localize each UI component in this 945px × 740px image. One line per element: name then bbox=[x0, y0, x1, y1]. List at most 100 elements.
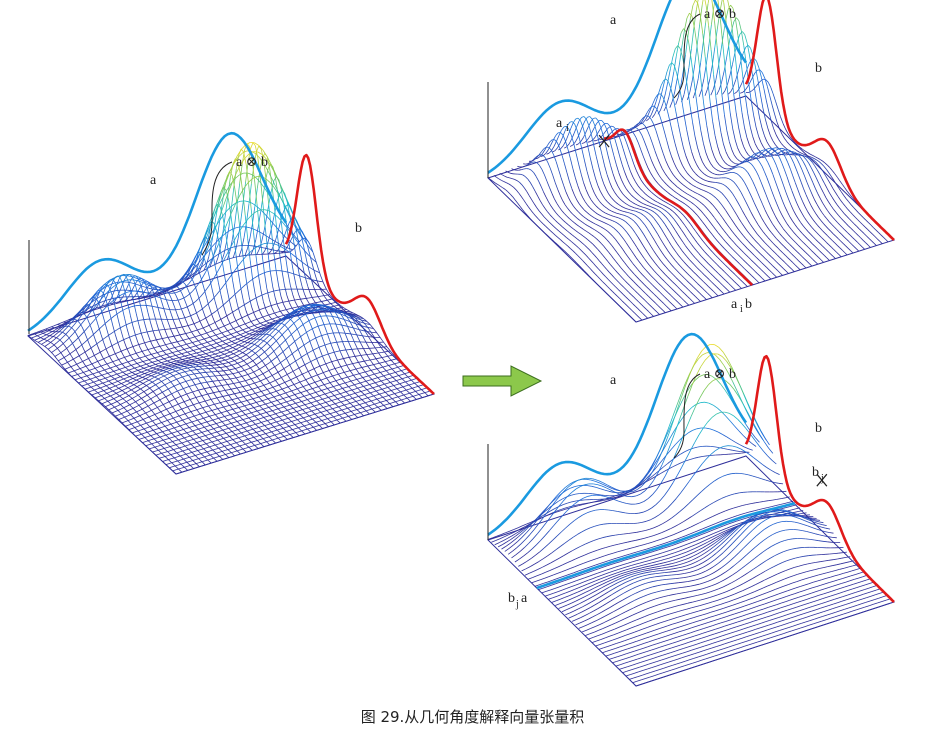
mesh-line bbox=[230, 216, 234, 236]
mesh-line bbox=[222, 374, 228, 376]
mesh-line bbox=[168, 427, 174, 430]
mesh-line bbox=[274, 346, 280, 351]
mesh-line bbox=[348, 375, 354, 378]
mesh-line bbox=[279, 331, 283, 335]
mesh-line bbox=[189, 386, 193, 392]
mesh-line bbox=[265, 433, 269, 437]
mesh-line bbox=[220, 352, 224, 355]
mesh-line bbox=[408, 377, 412, 380]
mesh-line bbox=[76, 323, 82, 330]
mesh-line bbox=[243, 374, 248, 377]
mesh-line bbox=[311, 302, 316, 305]
mesh-line bbox=[129, 380, 135, 384]
mesh-line bbox=[210, 327, 214, 333]
mesh-line bbox=[163, 357, 168, 360]
mesh-line bbox=[128, 384, 134, 388]
mesh-line bbox=[232, 365, 236, 369]
mesh-line bbox=[373, 364, 377, 368]
mesh-line bbox=[224, 334, 230, 337]
mesh-line bbox=[154, 296, 158, 306]
mesh-line bbox=[226, 341, 232, 344]
mesh-line bbox=[369, 368, 373, 373]
mesh-line bbox=[312, 378, 316, 383]
mesh-line bbox=[181, 353, 185, 357]
mesh-line bbox=[199, 435, 205, 438]
mesh-line bbox=[328, 332, 333, 334]
mesh-line bbox=[176, 326, 182, 329]
mesh-line bbox=[183, 365, 189, 367]
mesh-line bbox=[175, 383, 181, 386]
mesh-line bbox=[132, 370, 137, 373]
mesh-line bbox=[146, 423, 150, 427]
mesh-line bbox=[189, 457, 193, 461]
mesh-line bbox=[216, 325, 220, 330]
mesh-line bbox=[198, 372, 203, 374]
mesh-line bbox=[135, 434, 141, 437]
mesh-line bbox=[174, 340, 180, 343]
mesh-line bbox=[157, 345, 163, 348]
mesh-line bbox=[328, 368, 334, 371]
mesh-line bbox=[108, 331, 114, 336]
mesh-line bbox=[53, 323, 59, 327]
mesh-line bbox=[134, 349, 138, 355]
mesh-line bbox=[111, 345, 115, 352]
mesh-line bbox=[119, 284, 123, 291]
mesh-line bbox=[214, 368, 218, 372]
mesh-line bbox=[313, 316, 318, 319]
mesh-line bbox=[270, 238, 276, 242]
mesh-line bbox=[232, 392, 237, 395]
mesh-line bbox=[125, 399, 131, 403]
mesh-line bbox=[223, 452, 227, 456]
mesh-line bbox=[334, 352, 338, 359]
mesh-line bbox=[208, 386, 213, 389]
mesh-line bbox=[199, 422, 203, 426]
mesh-line bbox=[283, 204, 287, 223]
mesh-line bbox=[227, 354, 233, 357]
mesh-line bbox=[219, 416, 225, 419]
mesh-line bbox=[303, 247, 307, 260]
mesh-line bbox=[196, 464, 200, 467]
mesh-line bbox=[213, 328, 219, 331]
mesh-line bbox=[172, 378, 177, 382]
mesh-line bbox=[224, 174, 230, 187]
mesh-line bbox=[333, 365, 337, 371]
mesh-line bbox=[268, 331, 274, 337]
mesh-line bbox=[252, 142, 256, 147]
mesh-line bbox=[238, 344, 242, 347]
mesh-line bbox=[292, 400, 296, 404]
mesh-line bbox=[107, 306, 111, 316]
mesh-line bbox=[336, 358, 340, 364]
mesh-line bbox=[207, 299, 213, 305]
mesh-line bbox=[116, 393, 120, 397]
mesh-line bbox=[269, 382, 273, 387]
mesh-line bbox=[118, 321, 122, 332]
mesh-line bbox=[334, 384, 340, 387]
mesh-line bbox=[250, 247, 256, 252]
mesh-line bbox=[337, 302, 341, 306]
mesh-line bbox=[152, 352, 157, 355]
mesh-line bbox=[358, 386, 364, 389]
mesh-line bbox=[258, 145, 262, 150]
mesh-line bbox=[111, 410, 117, 414]
mesh-line bbox=[236, 288, 242, 293]
mesh-line bbox=[115, 376, 120, 379]
mesh-line bbox=[142, 440, 147, 443]
mesh-line bbox=[156, 385, 160, 389]
mesh-line bbox=[168, 375, 174, 379]
mesh-line bbox=[279, 270, 285, 272]
mesh-line bbox=[146, 362, 151, 365]
mesh-line bbox=[364, 409, 368, 412]
mesh-line bbox=[248, 184, 252, 209]
mesh-line bbox=[339, 385, 343, 389]
mesh-line bbox=[128, 346, 134, 349]
mesh-line bbox=[213, 215, 217, 231]
mesh-line bbox=[131, 373, 136, 377]
mesh-line bbox=[166, 441, 171, 444]
mesh-line bbox=[152, 450, 157, 453]
mesh-line bbox=[210, 311, 216, 315]
mesh-line bbox=[54, 356, 58, 361]
mesh-line bbox=[259, 416, 265, 420]
mesh-line bbox=[331, 422, 335, 426]
mesh-line bbox=[93, 382, 97, 386]
mesh-line bbox=[138, 437, 144, 440]
